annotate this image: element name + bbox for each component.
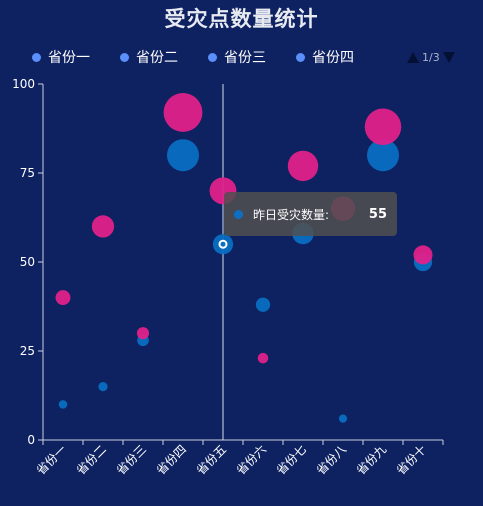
bubble-series2[interactable] — [91, 215, 115, 238]
legend-dot-icon — [208, 52, 217, 62]
y-tick-label: 100 — [12, 77, 35, 91]
tooltip-value: 55 — [368, 206, 387, 222]
x-tick-label: 省份四 — [154, 442, 189, 477]
x-tick-label: 省份七 — [274, 442, 309, 477]
y-tick-label: 75 — [20, 166, 35, 180]
chart-title: 受灾点数量统计 — [164, 7, 319, 31]
x-tick-label: 省份九 — [354, 442, 389, 477]
x-tick-label: 省份十 — [394, 442, 429, 477]
legend-page-indicator: 1/3 — [422, 51, 440, 64]
x-tick-label: 省份六 — [234, 442, 269, 477]
legend-item-4[interactable]: 省份四 — [296, 47, 354, 67]
legend-item-2[interactable]: 省份二 — [120, 47, 178, 67]
x-tick-label: 省份三 — [114, 442, 149, 477]
legend-item-1[interactable]: 省份一 — [32, 47, 90, 67]
bubble-series2[interactable] — [55, 290, 71, 306]
hovered-point-marker — [218, 239, 228, 249]
tooltip-series-dot-icon — [234, 209, 243, 219]
bubble-series1[interactable] — [167, 139, 199, 172]
x-tick-label: 省份八 — [314, 442, 349, 477]
bubble-series2[interactable] — [136, 327, 150, 340]
x-tick-label: 省份五 — [194, 442, 229, 477]
bubble-series1[interactable] — [367, 139, 399, 172]
x-tick-label: 省份二 — [74, 442, 109, 477]
tooltip: 昨日受灾数量: 55 — [224, 192, 397, 236]
y-tick-label: 0 — [27, 433, 35, 447]
legend-label: 省份三 — [224, 50, 266, 66]
legend-prev-page-icon[interactable] — [407, 52, 419, 63]
legend-label: 省份四 — [312, 50, 354, 66]
tooltip-label: 昨日受灾数量: — [253, 207, 330, 222]
bubble-series2[interactable] — [163, 93, 203, 132]
legend-pager: 1/3 — [407, 51, 455, 64]
bubble-series2[interactable] — [413, 245, 433, 265]
bubble-series2[interactable] — [287, 150, 319, 182]
bubble-series2[interactable] — [364, 108, 402, 145]
bubble-series1[interactable] — [255, 297, 271, 312]
legend-next-page-icon[interactable] — [442, 52, 455, 63]
legend-item-3[interactable]: 省份三 — [208, 47, 266, 67]
y-tick-label: 50 — [20, 255, 35, 269]
legend-dot-icon — [296, 52, 305, 62]
legend-label: 省份二 — [136, 50, 178, 66]
y-tick-label: 25 — [20, 344, 35, 358]
bubble-series1[interactable] — [58, 400, 68, 409]
legend-dot-icon — [120, 52, 129, 62]
legend-dot-icon — [32, 52, 41, 62]
bubble-series1[interactable] — [338, 414, 348, 423]
bubble-series1[interactable] — [98, 382, 108, 392]
legend-label: 省份一 — [48, 50, 90, 66]
x-tick-label: 省份一 — [34, 442, 69, 477]
bubble-series2[interactable] — [257, 352, 269, 364]
